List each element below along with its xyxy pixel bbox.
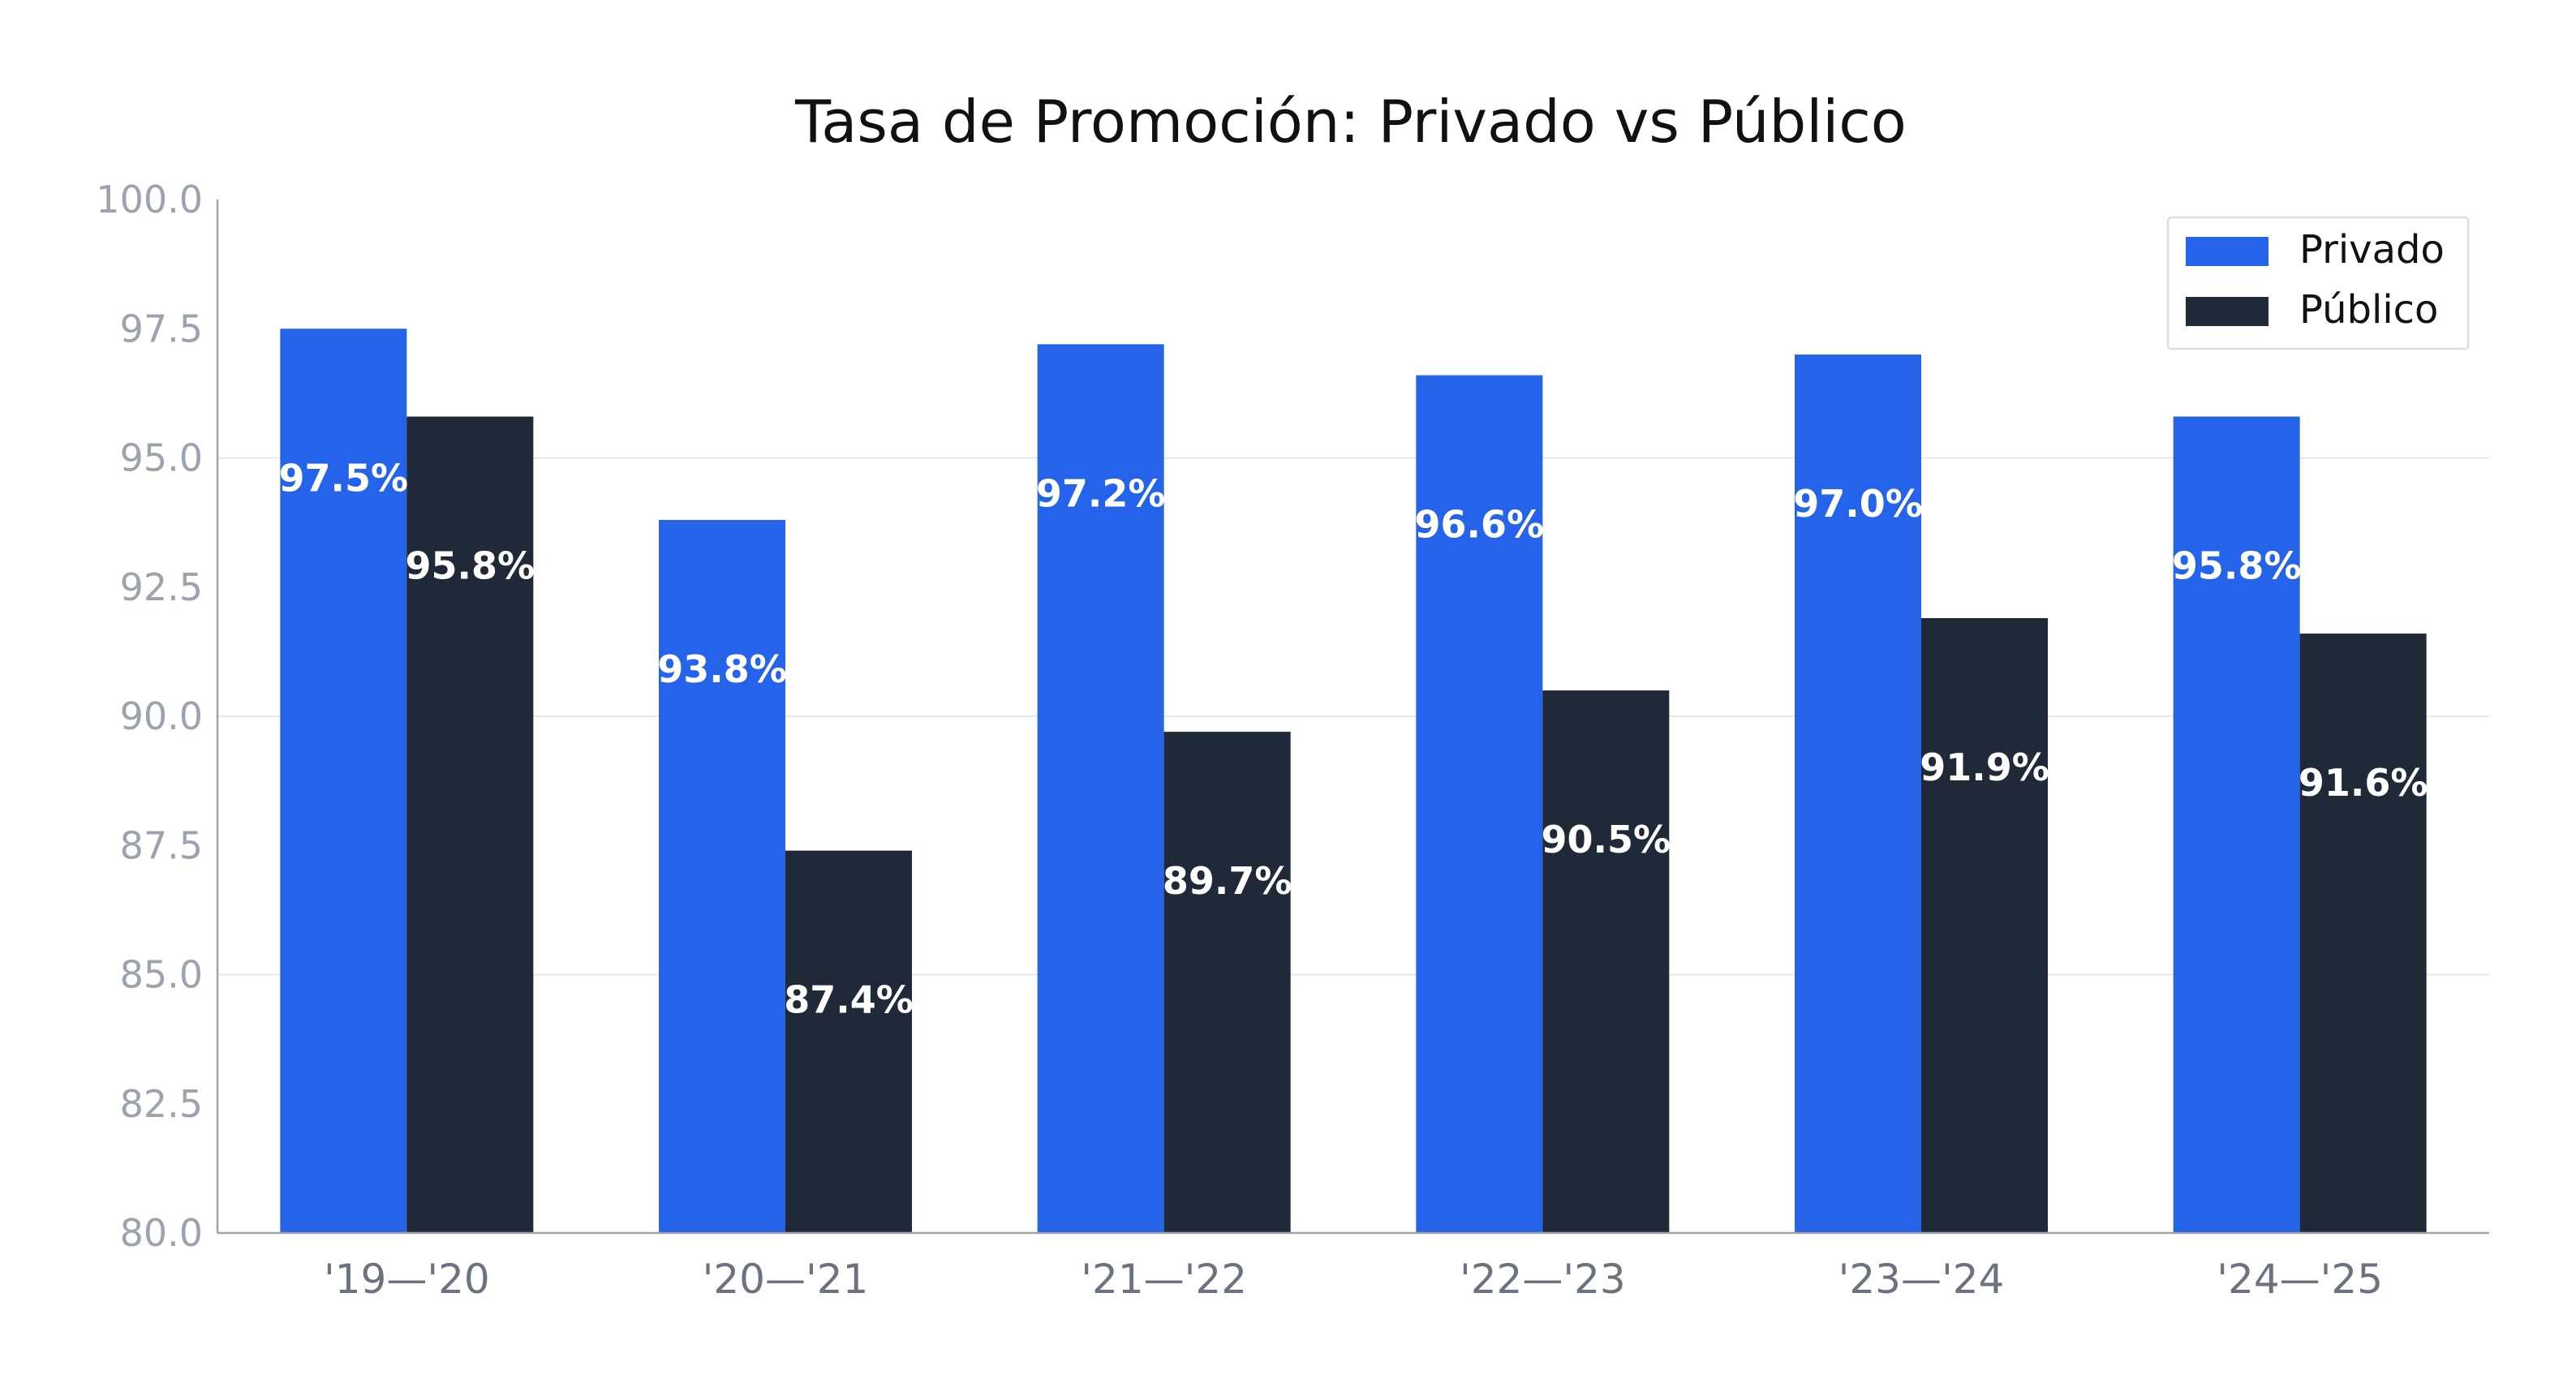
bar-privado-1 (659, 519, 785, 1233)
y-tick-label: 90.0 (120, 694, 203, 738)
bar-privado-0 (280, 329, 407, 1233)
bar-público-2 (1163, 732, 1291, 1233)
y-tick-label: 95.0 (120, 436, 203, 480)
data-label: 97.2% (1036, 471, 1166, 515)
x-tick-label: '19—'20 (324, 1256, 490, 1303)
data-label: 87.4% (784, 978, 914, 1022)
legend-label: Público (2299, 287, 2438, 333)
x-tick-label: '24—'25 (2217, 1256, 2383, 1303)
y-tick-label: 97.5 (120, 307, 203, 350)
grid-lines (217, 457, 2489, 976)
bar-público-5 (2299, 634, 2427, 1233)
data-label: 97.5% (279, 456, 409, 500)
data-label: 95.8% (2172, 544, 2302, 588)
legend-swatch-privado (2186, 237, 2269, 266)
y-tick-label: 100.0 (96, 178, 203, 221)
bar-público-0 (406, 416, 534, 1233)
data-label: 95.8% (406, 544, 535, 588)
bar-público-4 (1921, 617, 2048, 1233)
data-label: 91.9% (1920, 745, 2049, 789)
bar-público-1 (785, 850, 912, 1233)
y-tick-label: 87.5 (120, 823, 203, 867)
y-tick-label: 80.0 (120, 1211, 203, 1255)
legend-label: Privado (2299, 227, 2445, 273)
data-label: 96.6% (1415, 503, 1545, 547)
data-label: 89.7% (1163, 859, 1292, 903)
bars (280, 329, 2427, 1234)
x-tick-label: '22—'23 (1460, 1256, 1626, 1303)
x-tick-label: '21—'22 (1081, 1256, 1247, 1303)
legend-swatch-público (2186, 297, 2269, 326)
y-tick-label: 92.5 (120, 565, 203, 609)
x-tick-label: '20—'21 (703, 1256, 869, 1303)
bar-privado-4 (1795, 354, 1921, 1234)
data-label: 91.6% (2299, 761, 2428, 805)
bar-privado-3 (1416, 375, 1543, 1234)
chart-title: Tasa de Promoción: Privado vs Público (794, 88, 1907, 156)
y-tick-label: 82.5 (120, 1082, 203, 1126)
data-label: 90.5% (1542, 818, 1671, 861)
bar-privado-5 (2173, 416, 2300, 1233)
data-label: 93.8% (657, 647, 787, 691)
data-label: 97.0% (1793, 482, 1923, 526)
y-tick-label: 85.0 (120, 953, 203, 997)
x-tick-label: '23—'24 (1838, 1256, 2005, 1303)
axes: 80.0 82.5 85.0 87.5 90.0 92.5 95.0 97.5 100.0 '19… (96, 178, 2489, 1303)
bar-privado-2 (1037, 344, 1164, 1233)
bar-público-3 (1542, 690, 1670, 1233)
data-labels: 97.5% 95.8% 93.8% 87.4% 97.2% 89.7% 96.6% 90.5%… (279, 456, 2428, 1021)
legend: Privado Público (2166, 216, 2470, 350)
